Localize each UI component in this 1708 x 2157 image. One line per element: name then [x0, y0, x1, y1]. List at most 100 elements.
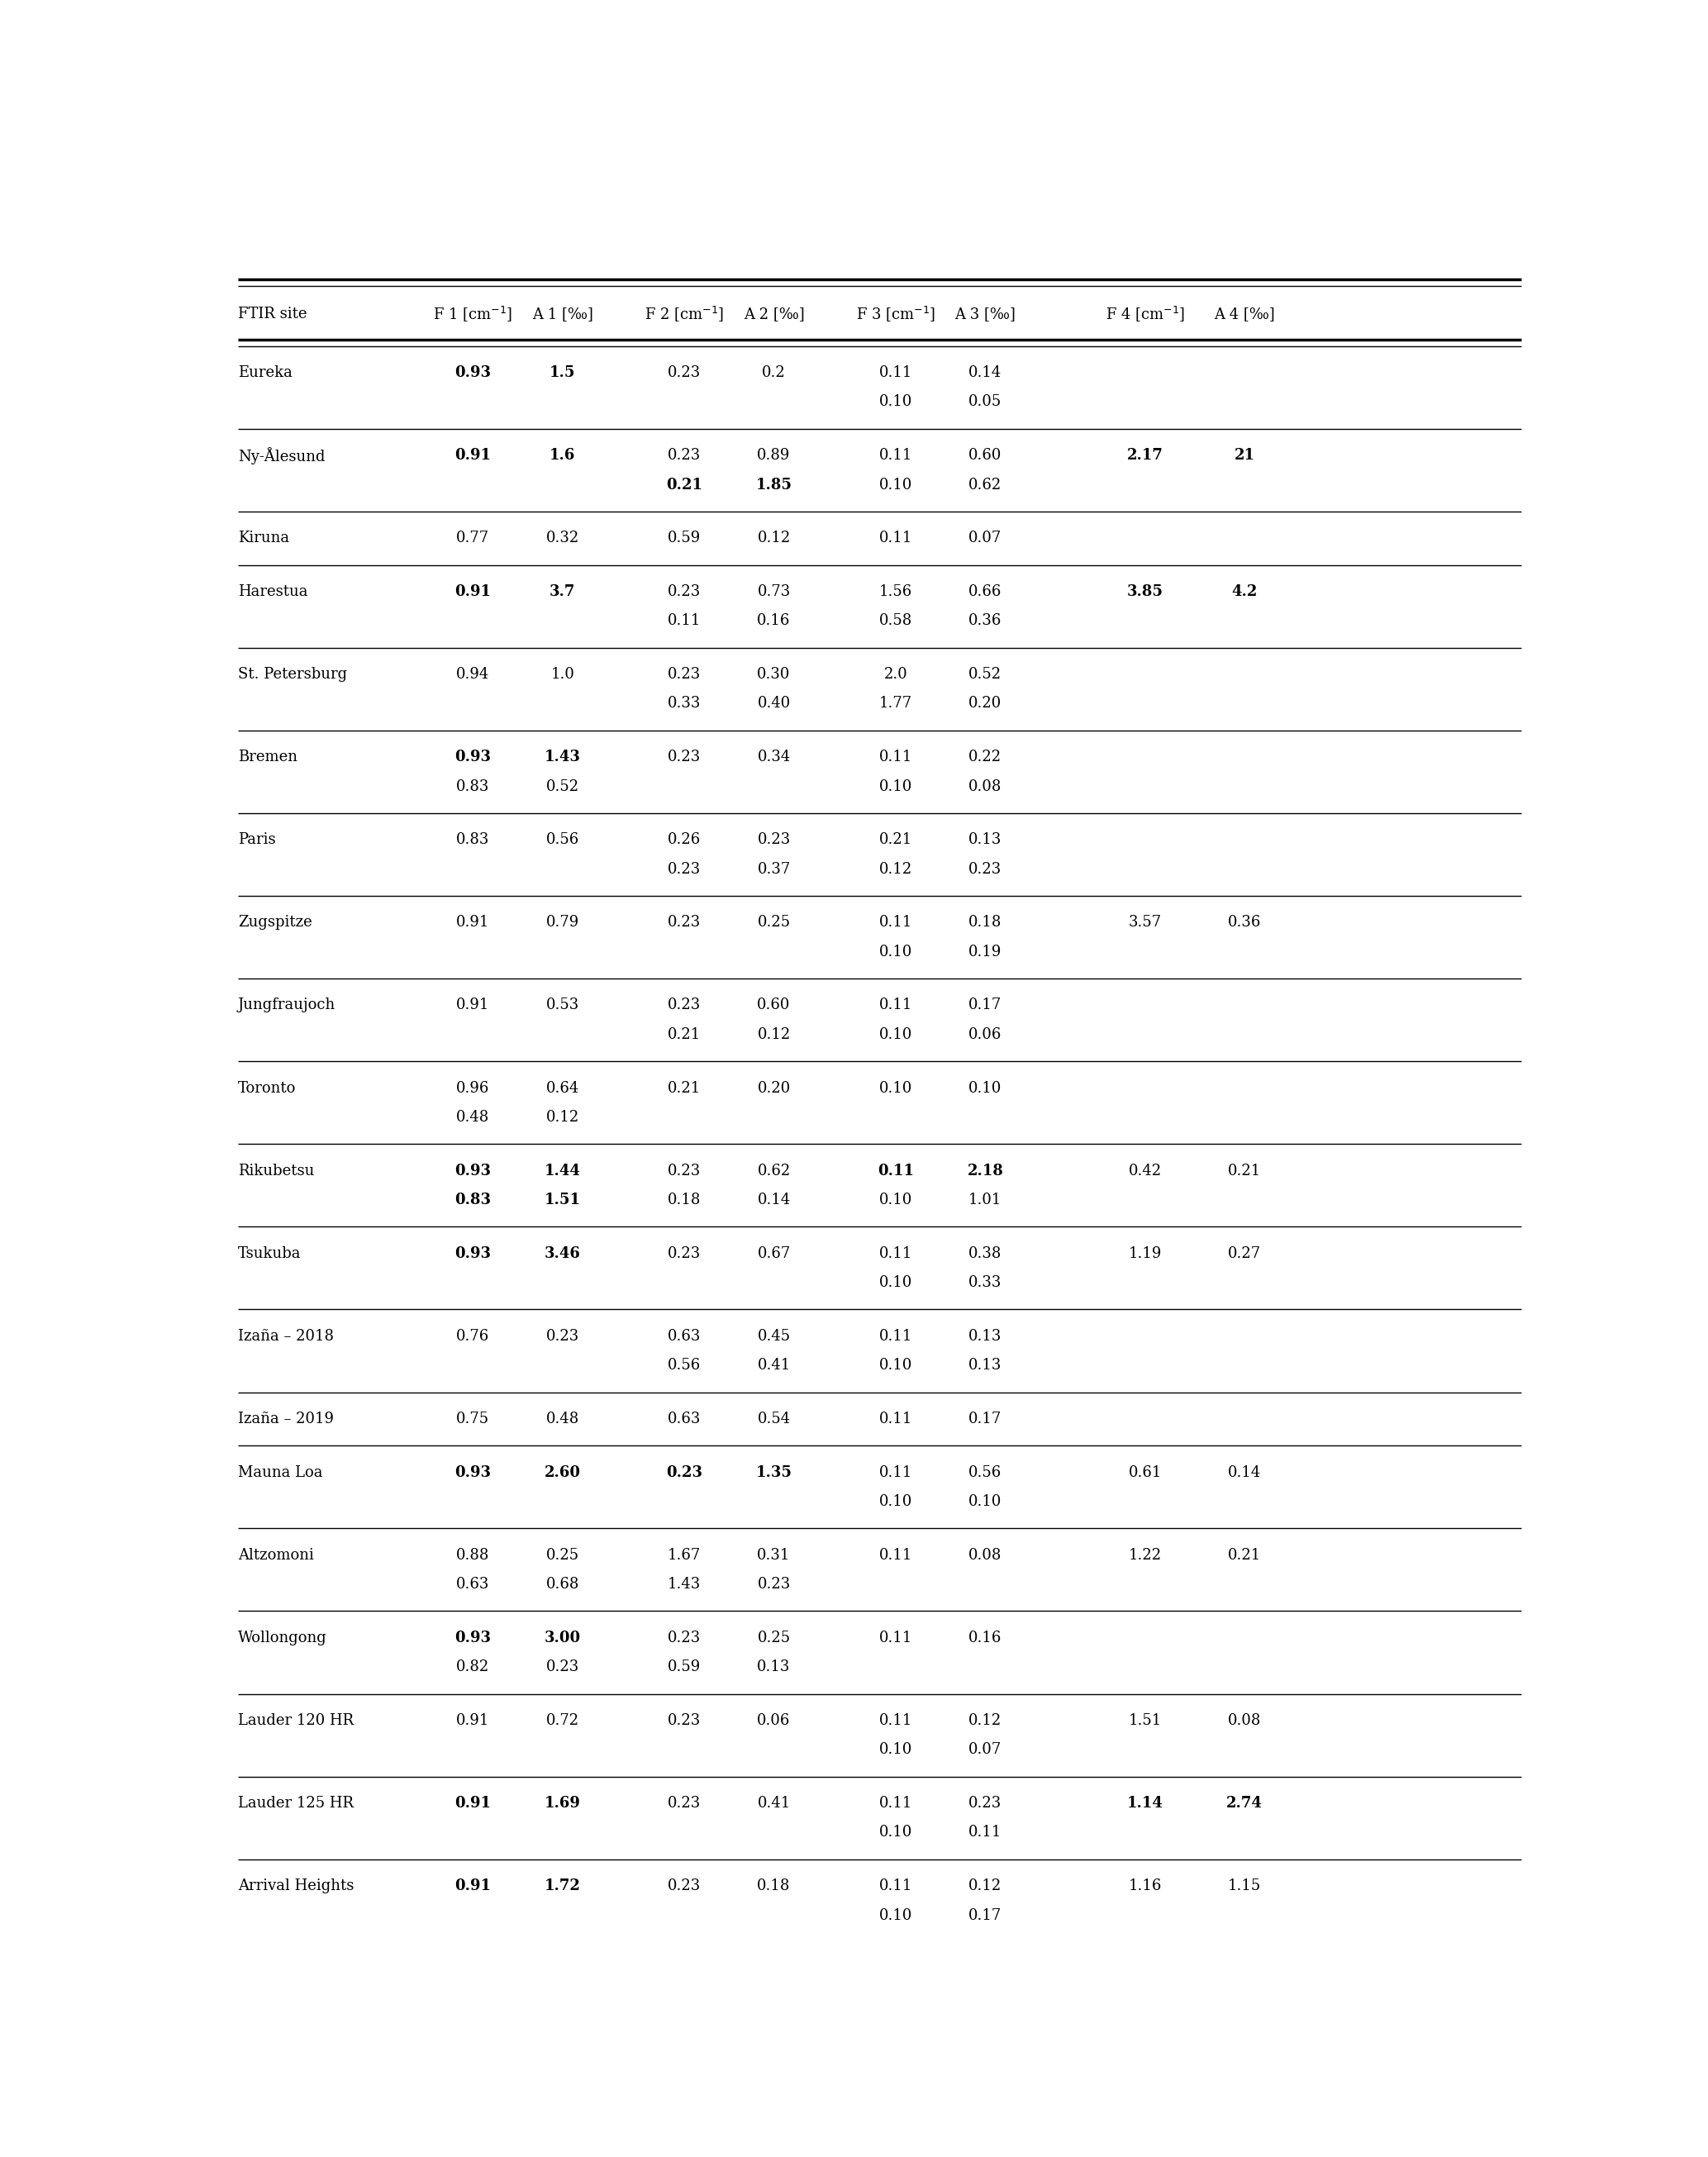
Text: Kiruna: Kiruna	[237, 531, 289, 546]
Text: 0.11: 0.11	[880, 1329, 912, 1344]
Text: 0.10: 0.10	[880, 779, 912, 794]
Text: 0.73: 0.73	[757, 585, 791, 600]
Text: 0.60: 0.60	[757, 999, 791, 1014]
Text: 0.82: 0.82	[456, 1659, 490, 1674]
Text: 0.20: 0.20	[757, 1081, 791, 1096]
Text: 0.12: 0.12	[757, 1027, 791, 1042]
Text: 0.45: 0.45	[757, 1329, 791, 1344]
Text: 0.13: 0.13	[968, 1359, 1003, 1372]
Text: 1.19: 1.19	[1129, 1247, 1161, 1262]
Text: 0.53: 0.53	[547, 999, 579, 1014]
Text: 0.25: 0.25	[547, 1549, 579, 1562]
Text: 0.11: 0.11	[880, 449, 912, 464]
Text: 4.2: 4.2	[1231, 585, 1257, 600]
Text: 1.15: 1.15	[1228, 1879, 1261, 1894]
Text: 0.11: 0.11	[880, 751, 912, 764]
Text: 2.0: 2.0	[883, 667, 907, 682]
Text: 0.17: 0.17	[968, 999, 1003, 1014]
Text: 0.30: 0.30	[757, 667, 791, 682]
Text: 0.23: 0.23	[668, 365, 700, 380]
Text: 0.54: 0.54	[757, 1411, 791, 1426]
Text: 0.17: 0.17	[968, 1907, 1003, 1922]
Text: 0.36: 0.36	[1228, 915, 1261, 930]
Text: Harestua: Harestua	[237, 585, 307, 600]
Text: 0.23: 0.23	[668, 915, 700, 930]
Text: 1.5: 1.5	[550, 365, 576, 380]
Text: 0.33: 0.33	[968, 1275, 1003, 1290]
Text: A 3 [‰]: A 3 [‰]	[955, 306, 1016, 321]
Text: 0.23: 0.23	[668, 1713, 700, 1728]
Text: 0.48: 0.48	[547, 1411, 579, 1426]
Text: 0.83: 0.83	[456, 779, 490, 794]
Text: 0.91: 0.91	[454, 449, 490, 464]
Text: 0.34: 0.34	[757, 751, 791, 764]
Text: 0.21: 0.21	[1228, 1163, 1261, 1178]
Text: 0.59: 0.59	[668, 531, 700, 546]
Text: F 3 [cm$^{-1}$]: F 3 [cm$^{-1}$]	[856, 304, 936, 324]
Text: 0.21: 0.21	[880, 833, 912, 848]
Text: 0.10: 0.10	[880, 1907, 912, 1922]
Text: 3.7: 3.7	[550, 585, 576, 600]
Text: 1.14: 1.14	[1127, 1797, 1163, 1810]
Text: 0.23: 0.23	[757, 1577, 791, 1592]
Text: 3.00: 3.00	[545, 1631, 581, 1646]
Text: 0.77: 0.77	[456, 531, 490, 546]
Text: 0.26: 0.26	[668, 833, 700, 848]
Text: 0.11: 0.11	[880, 1713, 912, 1728]
Text: 0.93: 0.93	[454, 1163, 490, 1178]
Text: 3.57: 3.57	[1129, 915, 1161, 930]
Text: 0.10: 0.10	[880, 395, 912, 410]
Text: 0.23: 0.23	[668, 667, 700, 682]
Text: 1.44: 1.44	[545, 1163, 581, 1178]
Text: F 4 [cm$^{-1}$]: F 4 [cm$^{-1}$]	[1105, 304, 1185, 324]
Text: Zugspitze: Zugspitze	[237, 915, 313, 930]
Text: 0.75: 0.75	[456, 1411, 490, 1426]
Text: 0.36: 0.36	[968, 613, 1003, 628]
Text: 0.91: 0.91	[454, 585, 490, 600]
Text: 0.11: 0.11	[880, 1411, 912, 1426]
Text: 1.77: 1.77	[880, 697, 912, 712]
Text: 0.66: 0.66	[968, 585, 1003, 600]
Text: 3.85: 3.85	[1127, 585, 1163, 600]
Text: 0.10: 0.10	[880, 1027, 912, 1042]
Text: 0.93: 0.93	[454, 1631, 490, 1646]
Text: 0.11: 0.11	[668, 613, 700, 628]
Text: 0.21: 0.21	[1228, 1549, 1261, 1562]
Text: 0.10: 0.10	[968, 1495, 1003, 1510]
Text: 1.43: 1.43	[668, 1577, 700, 1592]
Text: 0.21: 0.21	[668, 1081, 700, 1096]
Text: 0.11: 0.11	[880, 915, 912, 930]
Text: 0.19: 0.19	[968, 945, 1003, 960]
Text: 0.91: 0.91	[454, 1879, 490, 1894]
Text: 0.23: 0.23	[968, 861, 1003, 876]
Text: 0.11: 0.11	[880, 365, 912, 380]
Text: 0.10: 0.10	[880, 1495, 912, 1510]
Text: 0.67: 0.67	[757, 1247, 791, 1262]
Text: 1.56: 1.56	[880, 585, 912, 600]
Text: 0.14: 0.14	[757, 1193, 791, 1208]
Text: 0.25: 0.25	[757, 915, 791, 930]
Text: 0.10: 0.10	[880, 1825, 912, 1840]
Text: 0.23: 0.23	[668, 585, 700, 600]
Text: 0.52: 0.52	[547, 779, 579, 794]
Text: 0.88: 0.88	[456, 1549, 490, 1562]
Text: 1.51: 1.51	[545, 1193, 581, 1208]
Text: Ny-Ålesund: Ny-Ålesund	[237, 446, 325, 464]
Text: A 1 [‰]: A 1 [‰]	[531, 306, 593, 321]
Text: 0.13: 0.13	[968, 1329, 1003, 1344]
Text: 0.72: 0.72	[547, 1713, 579, 1728]
Text: 0.91: 0.91	[456, 915, 490, 930]
Text: 0.11: 0.11	[880, 1631, 912, 1646]
Text: 0.63: 0.63	[668, 1411, 700, 1426]
Text: 0.05: 0.05	[968, 395, 1003, 410]
Text: 0.23: 0.23	[668, 1247, 700, 1262]
Text: F 2 [cm$^{-1}$]: F 2 [cm$^{-1}$]	[644, 304, 724, 324]
Text: 0.23: 0.23	[668, 1631, 700, 1646]
Text: Rikubetsu: Rikubetsu	[237, 1163, 314, 1178]
Text: 0.22: 0.22	[968, 751, 1003, 764]
Text: 0.23: 0.23	[668, 1163, 700, 1178]
Text: 0.89: 0.89	[757, 449, 791, 464]
Text: 0.41: 0.41	[757, 1359, 791, 1372]
Text: 0.12: 0.12	[968, 1879, 1003, 1894]
Text: 0.91: 0.91	[454, 1797, 490, 1810]
